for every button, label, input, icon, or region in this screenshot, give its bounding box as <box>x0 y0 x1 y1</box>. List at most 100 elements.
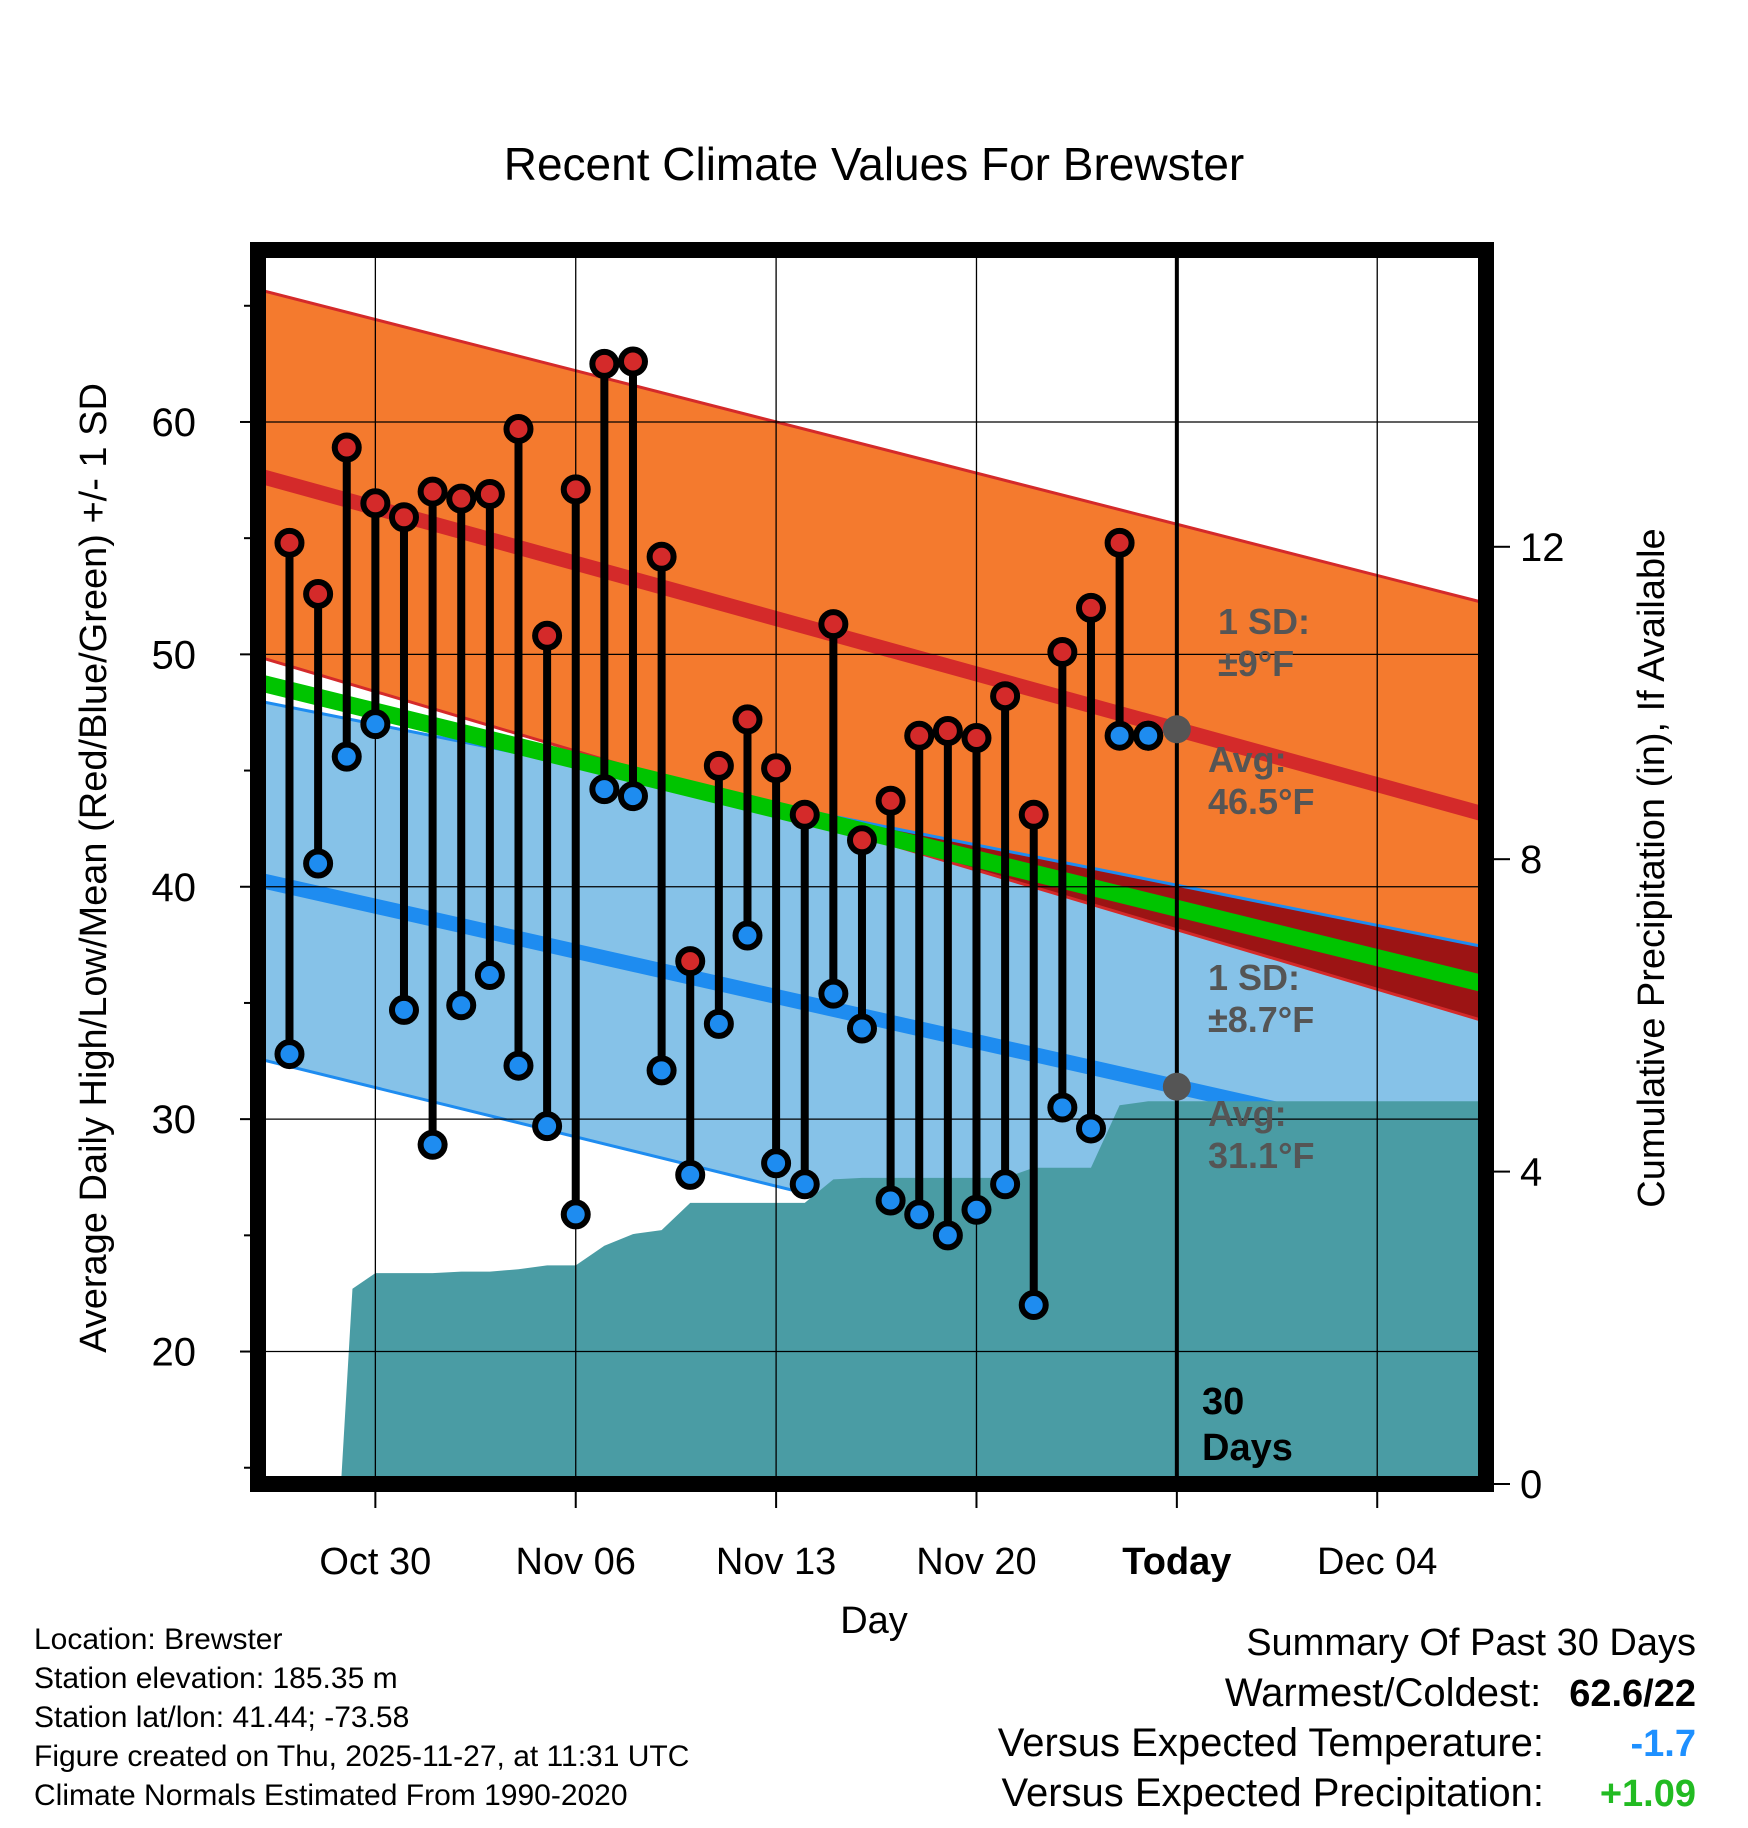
high-temp-point <box>703 750 734 781</box>
high-temp-point <box>1018 799 1049 830</box>
high-temp-point <box>990 681 1021 712</box>
elevation-text: Station elevation: 185.35 m <box>34 1662 398 1695</box>
created-text: Figure created on Thu, 2025-11-27, at 11… <box>34 1740 690 1773</box>
versus-precip-value: +1.09 <box>1599 1773 1696 1815</box>
high-sd-upper-edge <box>258 288 1486 605</box>
low-avg-value: 31.1°F <box>1208 1135 1314 1176</box>
location-text: Location: Brewster <box>34 1623 283 1656</box>
low-temp-point <box>474 960 505 991</box>
low-temp-point <box>331 741 362 772</box>
y-left-tick-label: 50 <box>152 633 197 677</box>
low-sd-value: ±8.7°F <box>1208 999 1314 1040</box>
normals-text: Climate Normals Estimated From 1990-2020 <box>34 1779 628 1812</box>
low-temp-point <box>360 709 391 740</box>
high-sd-value: ±9°F <box>1218 643 1294 684</box>
high-temp-point <box>846 825 877 856</box>
x-tick-label: Today <box>1122 1541 1231 1583</box>
high-temp-point <box>474 479 505 510</box>
low-temp-point <box>1018 1290 1049 1321</box>
x-tick-label: Nov 13 <box>716 1541 836 1583</box>
low-temp-point <box>1075 1113 1106 1144</box>
high-temp-point <box>761 753 792 784</box>
high-temp-point <box>732 704 763 735</box>
high-temp-point <box>360 488 391 519</box>
low-temp-point <box>961 1194 992 1225</box>
low-temp-point <box>904 1199 935 1230</box>
warmest-coldest-label: Warmest/Coldest: <box>1224 1671 1542 1715</box>
y-left-tick-label: 60 <box>152 401 197 445</box>
high-temp-point <box>646 541 677 572</box>
y-axis-label-right: Cumulative Precipitation (in), If Availa… <box>1631 528 1673 1207</box>
x-tick-label: Nov 20 <box>916 1541 1036 1583</box>
high-temp-point <box>589 348 620 379</box>
summary-title: Summary Of Past 30 Days <box>1246 1622 1696 1664</box>
low-temp-point <box>818 978 849 1009</box>
chart-title: Recent Climate Values For Brewster <box>504 138 1245 190</box>
high-temp-point <box>789 799 820 830</box>
days-count-number: 30 <box>1202 1381 1244 1423</box>
high-avg-today-marker <box>1162 715 1191 744</box>
y-right-tick-label: 12 <box>1520 526 1565 570</box>
y-left-tick-label: 40 <box>152 866 197 910</box>
low-sd-label: 1 SD: <box>1208 957 1300 998</box>
versus-precip-label: Versus Expected Precipitation: <box>1001 1771 1544 1815</box>
low-temp-point <box>417 1129 448 1160</box>
latlon-text: Station lat/lon: 41.44; -73.58 <box>34 1701 410 1734</box>
low-temp-point <box>675 1159 706 1190</box>
y-right-tick-label: 0 <box>1520 1463 1542 1507</box>
high-sd-label: 1 SD: <box>1218 601 1310 642</box>
low-avg-today-marker <box>1162 1072 1191 1101</box>
low-temp-point <box>303 848 334 879</box>
high-temp-point <box>904 720 935 751</box>
low-temp-point <box>990 1169 1021 1200</box>
low-temp-point <box>589 774 620 805</box>
low-temp-point <box>761 1148 792 1179</box>
high-temp-point <box>961 723 992 754</box>
high-temp-point <box>331 432 362 463</box>
high-temp-point <box>303 578 334 609</box>
low-temp-point <box>503 1050 534 1081</box>
high-avg-label: Avg: <box>1208 739 1287 780</box>
y-left-tick-label: 30 <box>152 1098 197 1142</box>
days-count-word: Days <box>1202 1427 1293 1469</box>
versus-temp-value: -1.7 <box>1630 1723 1696 1765</box>
high-avg-value: 46.5°F <box>1208 781 1314 822</box>
y-axis-label-left: Average Daily High/Low/Mean (Red/Blue/Gr… <box>73 383 115 1353</box>
high-temp-point <box>1047 637 1078 668</box>
low-temp-point <box>274 1039 305 1070</box>
high-temp-point <box>675 946 706 977</box>
plot-frame <box>250 242 1494 1492</box>
warmest-coldest-value: 62.6/22 <box>1569 1673 1696 1715</box>
x-axis-label: Day <box>840 1600 908 1642</box>
low-temp-point <box>646 1055 677 1086</box>
low-temp-point <box>388 994 419 1025</box>
low-temp-point <box>932 1220 963 1251</box>
versus-temp-label: Versus Expected Temperature: <box>997 1721 1544 1765</box>
high-temp-point <box>274 527 305 558</box>
precip-area <box>258 1101 1486 1484</box>
y-left-tick-label: 20 <box>152 1331 197 1375</box>
low-temp-point <box>560 1199 591 1230</box>
high-temp-point <box>1104 527 1135 558</box>
low-temp-point <box>789 1169 820 1200</box>
low-avg-label: Avg: <box>1208 1093 1287 1134</box>
low-temp-point <box>1047 1092 1078 1123</box>
low-temp-point <box>1104 720 1135 751</box>
x-tick-label: Dec 04 <box>1317 1541 1437 1583</box>
high-temp-point <box>932 716 963 747</box>
low-temp-point <box>617 781 648 812</box>
y-right-tick-label: 8 <box>1520 838 1542 882</box>
low-temp-point <box>846 1013 877 1044</box>
high-temp-point <box>818 609 849 640</box>
high-temp-point <box>1075 592 1106 623</box>
summary-panel: Summary Of Past 30 Days Warmest/Coldest:… <box>796 1618 1696 1818</box>
high-sd-band <box>258 289 1486 1022</box>
low-temp-point <box>703 1008 734 1039</box>
low-temp-point <box>532 1111 563 1142</box>
high-temp-point <box>446 483 477 514</box>
station-info: Location: Brewster Station elevation: 18… <box>34 1620 689 1815</box>
high-temp-point <box>617 346 648 377</box>
high-temp-point <box>560 474 591 505</box>
low-temp-point <box>1133 720 1164 751</box>
